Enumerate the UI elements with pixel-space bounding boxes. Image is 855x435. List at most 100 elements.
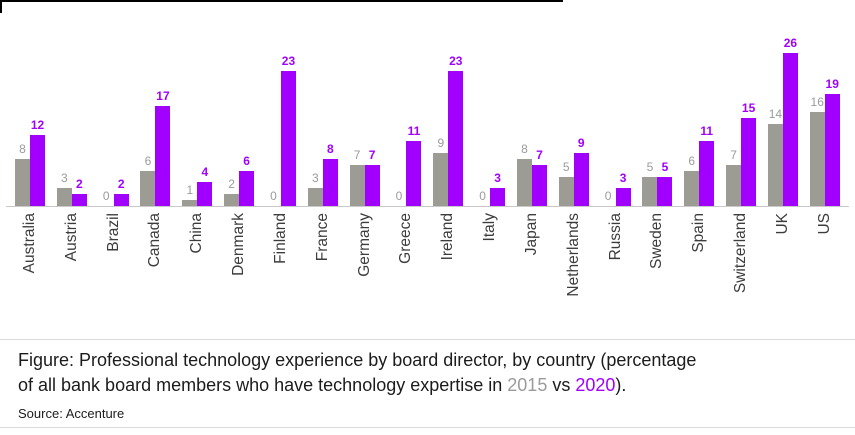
value-label-2015: 7 bbox=[353, 148, 361, 162]
value-label-2015: 14 bbox=[768, 107, 783, 121]
x-axis-label-cell: Spain bbox=[683, 207, 715, 333]
bar-2020 bbox=[155, 106, 171, 206]
x-axis-label: Ireland bbox=[439, 213, 457, 261]
bar-column: 0 bbox=[391, 190, 406, 206]
value-label-2015: 1 bbox=[186, 183, 194, 197]
x-axis-label: Australia bbox=[21, 213, 38, 274]
x-axis-label-cell: Denmark bbox=[223, 207, 255, 333]
x-axis-label-cell: Ireland bbox=[432, 207, 464, 333]
bar-group-finland: 0 23 bbox=[265, 55, 297, 206]
x-axis-label-cell: Japan bbox=[516, 207, 548, 333]
bar-2015 bbox=[433, 153, 449, 206]
bar-column: 8 bbox=[516, 142, 532, 206]
bar-2020 bbox=[239, 171, 255, 206]
bar-2015 bbox=[684, 171, 700, 206]
bar-2015 bbox=[15, 159, 30, 206]
x-axis-label: China bbox=[188, 213, 206, 254]
value-label-2020: 5 bbox=[661, 160, 669, 174]
bar-column: 4 bbox=[197, 165, 213, 206]
value-label-2015: 6 bbox=[144, 154, 152, 168]
x-axis-label-cell: Netherlands bbox=[558, 207, 590, 333]
bar-column: 8 bbox=[15, 143, 30, 206]
x-axis-label-cell: Italy bbox=[474, 207, 506, 333]
bar-column: 17 bbox=[155, 90, 171, 206]
bar-column: 9 bbox=[573, 137, 589, 206]
x-axis-label: Austria bbox=[62, 213, 80, 262]
bar-2020 bbox=[406, 141, 422, 206]
grouped-bar-chart: 8 12 3 2 0 2 6 17 1 4 2 6 0 23 3 8 7 7 0 11 9 23 0 3 8 7 5 9 0 3 5 5 6 11… bbox=[6, 14, 849, 333]
value-label-2015: 3 bbox=[60, 171, 68, 185]
bar-column: 0 bbox=[266, 190, 281, 206]
value-label-2015: 16 bbox=[810, 95, 824, 109]
bar-2015 bbox=[307, 188, 323, 206]
x-axis-label-cell: Greece bbox=[390, 207, 422, 333]
bar-column: 23 bbox=[280, 55, 296, 206]
x-axis-labels: Australia Austria Brazil Canada China Denmark… bbox=[6, 207, 849, 333]
value-label-2015: 5 bbox=[562, 160, 570, 174]
x-axis-label-cell: US bbox=[809, 207, 841, 333]
bar-column: 3 bbox=[307, 171, 323, 206]
value-label-2015: 8 bbox=[521, 142, 528, 156]
bar-column: 11 bbox=[699, 125, 715, 206]
value-label-2015: 5 bbox=[646, 160, 654, 174]
bar-2020 bbox=[699, 141, 715, 206]
x-axis-label: US bbox=[815, 213, 833, 235]
bar-group-switzerland: 7 15 bbox=[725, 102, 757, 206]
bar-2020 bbox=[364, 165, 380, 206]
x-axis-label-cell: Finland bbox=[265, 207, 297, 333]
value-label-2020: 11 bbox=[407, 124, 421, 138]
bar-2020 bbox=[197, 182, 213, 206]
value-label-2020: 3 bbox=[494, 171, 501, 185]
x-axis-label-cell: UK bbox=[767, 207, 799, 333]
bar-2020 bbox=[741, 118, 757, 206]
bar-group-greece: 0 11 bbox=[390, 125, 422, 206]
bar-2020 bbox=[322, 159, 338, 206]
value-label-2020: 4 bbox=[201, 165, 209, 179]
value-label-2020: 7 bbox=[536, 148, 543, 162]
bottom-divider-line bbox=[0, 427, 855, 428]
value-label-2020: 15 bbox=[741, 101, 756, 115]
bar-column: 7 bbox=[364, 148, 380, 206]
bar-2020 bbox=[531, 165, 547, 206]
screenshot-edge-artifact-top bbox=[0, 0, 563, 2]
x-axis-label: Brazil bbox=[104, 213, 122, 252]
bar-column: 6 bbox=[239, 155, 255, 206]
value-label-2020: 7 bbox=[368, 148, 376, 162]
caption-vs-text: vs bbox=[547, 375, 576, 395]
x-axis-label-cell: Brazil bbox=[98, 207, 130, 333]
x-axis-label-cell: Russia bbox=[600, 207, 632, 333]
divider-line bbox=[0, 339, 855, 340]
bar-2020 bbox=[573, 153, 589, 206]
caption-year-2015: 2015 bbox=[507, 375, 548, 395]
value-label-2015: 3 bbox=[311, 171, 319, 185]
bar-column: 16 bbox=[809, 95, 825, 206]
chart-plot-area: 8 12 3 2 0 2 6 17 1 4 2 6 0 23 3 8 7 7 0 11 9 23 0 3 8 7 5 9 0 3 5 5 6 11… bbox=[6, 14, 849, 207]
caption-suffix: ). bbox=[615, 375, 627, 395]
bar-2015 bbox=[56, 188, 72, 206]
x-axis-label: Spain bbox=[690, 213, 708, 253]
bar-2015 bbox=[140, 171, 156, 206]
bar-column: 11 bbox=[406, 124, 422, 206]
bar-column: 12 bbox=[30, 119, 45, 206]
bar-group-uk: 14 26 bbox=[767, 37, 799, 206]
bar-column: 8 bbox=[322, 143, 338, 206]
x-axis-label-cell: France bbox=[307, 207, 339, 333]
bar-column: 6 bbox=[684, 155, 700, 206]
x-axis-label-cell: Austria bbox=[56, 207, 88, 333]
x-axis-label-cell: China bbox=[181, 207, 213, 333]
value-label-2020: 23 bbox=[449, 54, 463, 68]
value-label-2015: 2 bbox=[228, 177, 235, 191]
bar-2015 bbox=[182, 200, 198, 206]
bar-group-us: 16 19 bbox=[809, 78, 841, 206]
x-axis-label-cell: Australia bbox=[14, 207, 46, 333]
value-label-2020: 2 bbox=[117, 177, 125, 191]
x-axis-label: France bbox=[313, 213, 331, 262]
caption-line1: Figure: Professional technology experien… bbox=[18, 350, 697, 370]
